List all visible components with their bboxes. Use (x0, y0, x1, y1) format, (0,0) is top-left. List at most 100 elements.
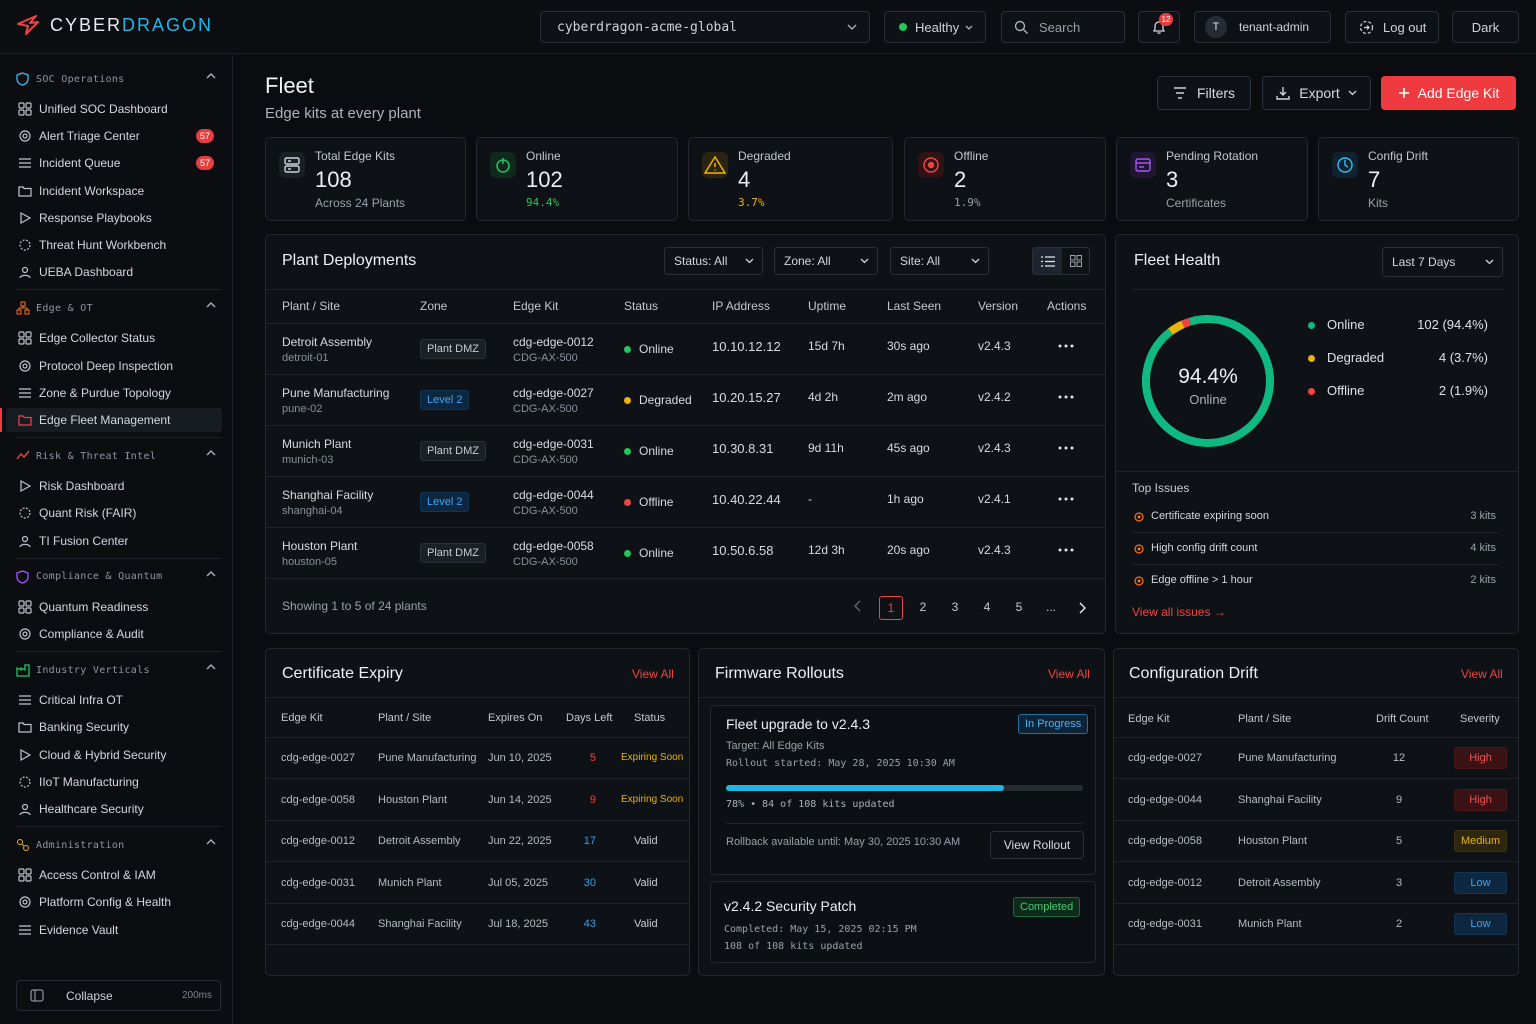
sidebar-section-header[interactable]: Compliance & Quantum (16, 568, 216, 586)
table-row[interactable]: Munich Plant munich-03 Plant DMZ cdg-edge-0… (266, 426, 1105, 477)
page-button[interactable]: 1 (879, 596, 903, 620)
page-button[interactable]: 2 (919, 600, 927, 614)
kpi-card-degraded[interactable]: Degraded 4 3.7% (688, 137, 893, 221)
sidebar-item-zone-purdue-topology[interactable]: Zone & Purdue Topology (6, 381, 222, 405)
filters-button[interactable]: Filters (1157, 76, 1251, 110)
view-all-link[interactable]: View All (632, 667, 674, 681)
sidebar-item-response-playbooks[interactable]: Response Playbooks (6, 206, 222, 230)
table-row[interactable]: cdg-edge-0012 Detroit Assembly 3 Low (1114, 863, 1518, 904)
sidebar-item-ti-fusion-center[interactable]: TI Fusion Center (6, 529, 222, 553)
sidebar-item-quant-risk-fair[interactable]: Quant Risk (FAIR) (6, 501, 222, 525)
sidebar-section-header[interactable]: Administration (16, 836, 216, 854)
site-filter[interactable]: Site: All (890, 247, 989, 275)
sidebar-item-alert-triage-center[interactable]: Alert Triage Center 57 (6, 124, 222, 148)
sidebar-item-platform-config-health[interactable]: Platform Config & Health (6, 890, 222, 914)
list-view-button[interactable] (1033, 248, 1062, 274)
kpi-card-total-edge-kits[interactable]: Total Edge Kits 108 Across 24 Plants (265, 137, 466, 221)
search-input[interactable]: Search (1039, 19, 1081, 35)
page-button[interactable]: ... (1045, 600, 1056, 614)
search-box[interactable]: Search (1001, 11, 1125, 43)
column-header[interactable]: Status (634, 712, 666, 724)
column-header[interactable]: Expires On (488, 712, 543, 724)
kpi-card-offline[interactable]: Offline 2 1.9% (904, 137, 1106, 221)
column-header[interactable]: Drift Count (1376, 713, 1429, 725)
sidebar-item-unified-soc-dashboard[interactable]: Unified SOC Dashboard (6, 97, 222, 121)
table-row[interactable]: cdg-edge-0031 Munich Plant Jul 05, 2025 30 V… (266, 863, 689, 904)
sidebar-item-risk-dashboard[interactable]: Risk Dashboard (6, 474, 222, 498)
column-header[interactable]: Zone (420, 299, 448, 313)
table-row[interactable]: cdg-edge-0058 Houston Plant 5 Medium (1114, 821, 1518, 863)
status-filter[interactable]: Status: All (664, 247, 763, 275)
edge-kit-id[interactable]: cdg-edge-0031 (513, 437, 594, 451)
collapse-sidebar-button[interactable]: Collapse 200ms (16, 980, 221, 1011)
edge-kit-id[interactable]: cdg-edge-0027 (513, 386, 594, 400)
more-actions-icon[interactable] (1058, 440, 1074, 456)
zone-filter[interactable]: Zone: All (774, 247, 878, 275)
next-page-icon[interactable] (1078, 602, 1086, 614)
table-row[interactable]: cdg-edge-0044 Shanghai Facility Jul 18, 20… (266, 904, 689, 946)
column-header[interactable]: Plant / Site (378, 712, 432, 724)
page-button[interactable]: 5 (1015, 600, 1023, 614)
sidebar-item-incident-queue[interactable]: Incident Queue 57 (6, 151, 222, 175)
issue-item[interactable]: Certificate expiring soon 3 kits (1132, 509, 1498, 533)
more-actions-icon[interactable] (1058, 338, 1074, 354)
sidebar-item-threat-hunt-workbench[interactable]: Threat Hunt Workbench (6, 233, 222, 257)
edge-kit-id[interactable]: cdg-edge-0044 (513, 488, 594, 502)
column-header[interactable]: Edge Kit (281, 712, 323, 724)
export-button[interactable]: Export (1262, 76, 1371, 110)
sidebar-section-header[interactable]: SOC Operations (16, 70, 216, 88)
tenant-select[interactable]: cyberdragon-acme-global (540, 11, 870, 43)
column-header[interactable]: Severity (1460, 713, 1500, 725)
issue-item[interactable]: High config drift count 4 kits (1132, 541, 1498, 565)
column-header[interactable]: Edge Kit (1128, 713, 1170, 725)
view-all-link[interactable]: View All (1048, 667, 1090, 681)
view-all-issues-link[interactable]: View all issues → (1132, 605, 1226, 619)
sidebar-item-iiot-manufacturing[interactable]: IIoT Manufacturing (6, 770, 222, 794)
sidebar-item-compliance-audit[interactable]: Compliance & Audit (6, 622, 222, 646)
range-select[interactable]: Last 7 Days (1382, 247, 1503, 277)
table-row[interactable]: Pune Manufacturing pune-02 Level 2 cdg-edge… (266, 375, 1105, 426)
kpi-card-config-drift[interactable]: Config Drift 7 Kits (1318, 137, 1519, 221)
previous-page-icon[interactable] (854, 600, 862, 612)
health-status-select[interactable]: Healthy (884, 11, 986, 43)
theme-toggle[interactable]: Dark (1452, 11, 1519, 43)
column-header[interactable]: Last Seen (887, 299, 942, 313)
column-header[interactable]: Edge Kit (513, 299, 559, 313)
table-row[interactable]: cdg-edge-0027 Pune Manufacturing 12 High (1114, 738, 1518, 779)
column-header[interactable]: IP Address (712, 299, 770, 313)
page-button[interactable]: 3 (951, 600, 959, 614)
add-edge-kit-button[interactable]: Add Edge Kit (1381, 76, 1516, 110)
table-row[interactable]: cdg-edge-0031 Munich Plant 2 Low (1114, 904, 1518, 946)
sidebar-item-edge-fleet-management[interactable]: Edge Fleet Management (0, 408, 222, 432)
column-header[interactable]: Plant / Site (282, 299, 341, 313)
sidebar-item-access-control-iam[interactable]: Access Control & IAM (6, 863, 222, 887)
sidebar-item-incident-workspace[interactable]: Incident Workspace (6, 179, 222, 203)
sidebar-item-cloud-hybrid-security[interactable]: Cloud & Hybrid Security (6, 743, 222, 767)
sidebar-item-edge-collector-status[interactable]: Edge Collector Status (6, 326, 222, 350)
sidebar-item-ueba-dashboard[interactable]: UEBA Dashboard (6, 260, 222, 284)
column-header[interactable]: Status (624, 299, 659, 313)
sidebar-item-healthcare-security[interactable]: Healthcare Security (6, 797, 222, 821)
column-header[interactable]: Plant / Site (1238, 713, 1292, 725)
column-header[interactable]: Days Left (566, 712, 613, 724)
sidebar-section-header[interactable]: Edge & OT (16, 299, 216, 317)
table-row[interactable]: cdg-edge-0012 Detroit Assembly Jun 22, 202… (266, 821, 689, 863)
column-header[interactable]: Actions (1047, 299, 1087, 313)
table-row[interactable]: cdg-edge-0044 Shanghai Facility 9 High (1114, 780, 1518, 821)
sidebar-section-header[interactable]: Risk & Threat Intel (16, 447, 216, 465)
kpi-card-online[interactable]: Online 102 94.4% (476, 137, 678, 221)
sidebar-item-evidence-vault[interactable]: Evidence Vault (6, 918, 222, 942)
column-header[interactable]: Uptime (808, 299, 847, 313)
view-rollout-button[interactable]: View Rollout (990, 831, 1084, 859)
more-actions-icon[interactable] (1058, 542, 1074, 558)
notifications-button[interactable]: 12 (1138, 11, 1180, 43)
edge-kit-id[interactable]: cdg-edge-0012 (513, 335, 594, 349)
table-row[interactable]: cdg-edge-0027 Pune Manufacturing Jun 10, 2… (266, 738, 689, 779)
page-button[interactable]: 4 (983, 600, 991, 614)
kpi-card-pending-rotation[interactable]: Pending Rotation 3 Certificates (1116, 137, 1308, 221)
view-all-link[interactable]: View All (1461, 667, 1503, 681)
more-actions-icon[interactable] (1058, 389, 1074, 405)
edge-kit-id[interactable]: cdg-edge-0058 (513, 539, 594, 553)
logout-button[interactable]: Log out (1345, 11, 1439, 43)
issue-item[interactable]: Edge offline > 1 hour 2 kits (1134, 573, 1496, 591)
